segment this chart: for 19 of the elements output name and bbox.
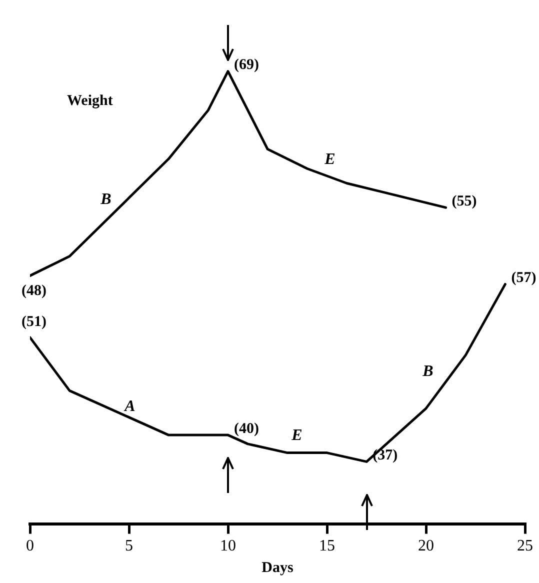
annotation: E — [292, 427, 302, 445]
data-label: (40) — [234, 420, 259, 437]
annotation: B — [422, 363, 434, 381]
x-tick-label: 20 — [418, 538, 434, 555]
data-label: (69) — [234, 57, 259, 74]
x-tick-label: 5 — [125, 538, 133, 555]
data-label: (48) — [22, 283, 46, 300]
x-tick-label: 15 — [319, 538, 335, 555]
data-label: (51) — [22, 314, 46, 330]
x-tick-label: 10 — [220, 538, 236, 555]
x-tick-label: 0 — [26, 538, 34, 555]
x-axis-title: Days — [262, 560, 294, 576]
x-tick-label: 25 — [517, 538, 533, 555]
annotation: E — [324, 151, 336, 169]
annotation: B — [100, 191, 112, 209]
annotation: Weight — [67, 93, 113, 110]
data-label: (55) — [452, 193, 477, 210]
annotation: A — [124, 398, 136, 416]
data-label: (57) — [511, 270, 536, 286]
